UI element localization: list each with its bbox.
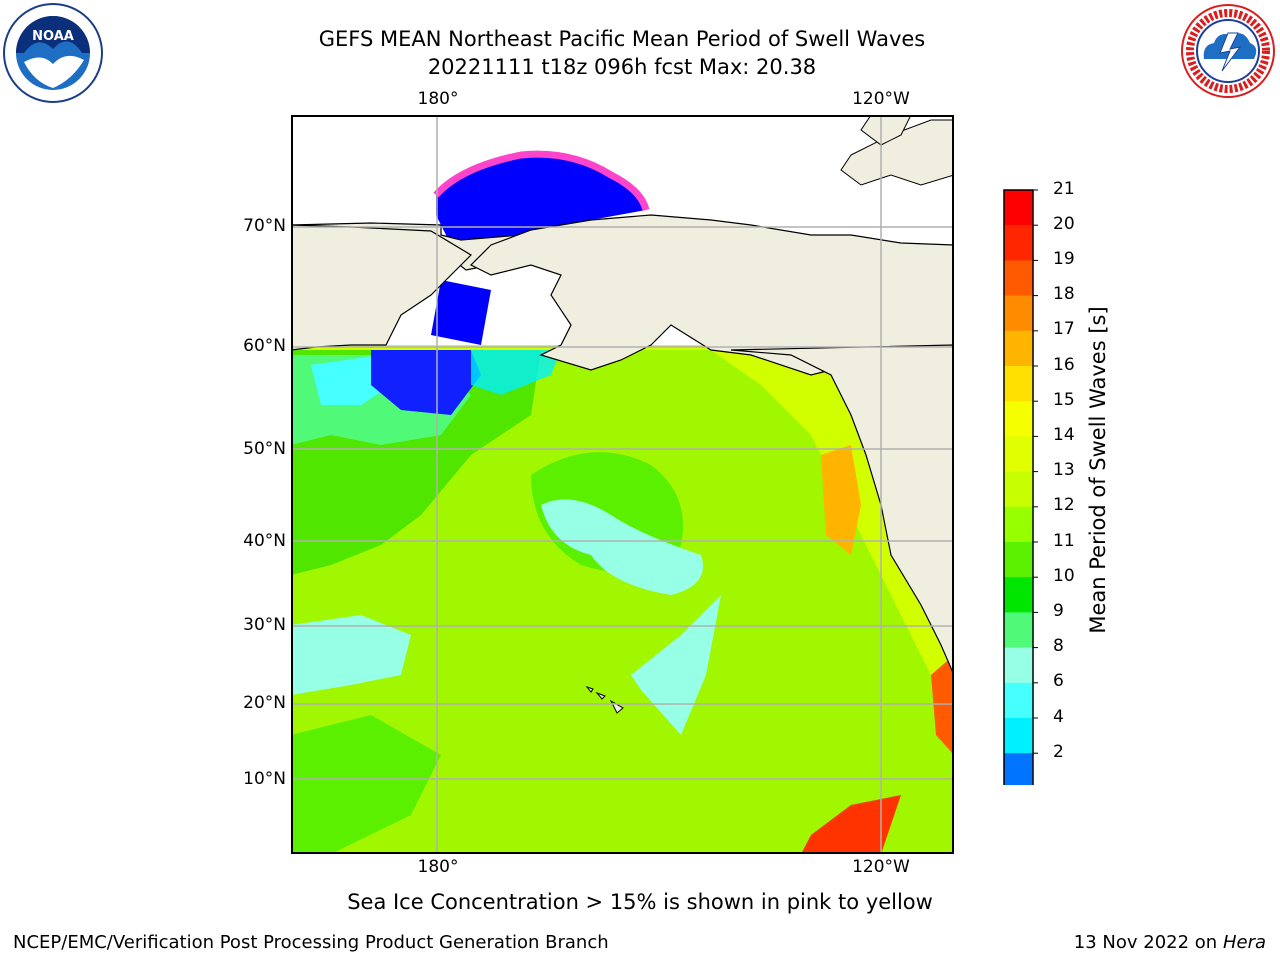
map-panel — [291, 115, 954, 854]
colorbar-segment — [1004, 260, 1033, 297]
lat-label-10n: 10°N — [243, 769, 286, 789]
footer-machine: Hera — [1222, 932, 1266, 953]
colorbar-segment — [1004, 471, 1033, 508]
colorbar-segment — [1004, 577, 1033, 613]
lat-label-20n: 20°N — [243, 693, 286, 713]
swell-region-orange-east — [821, 445, 861, 555]
colorbar-tick: 9 — [1053, 601, 1064, 621]
colorbar-segment — [1004, 506, 1033, 543]
sea-ice-note: Sea Ice Concentration > 15% is shown in … — [347, 890, 933, 914]
nws-logo — [1181, 4, 1275, 98]
colorbar-tick: 10 — [1053, 566, 1075, 586]
colorbar — [1003, 189, 1038, 785]
footer-date: 13 Nov 2022 on Hera — [1074, 932, 1266, 953]
chart-title: GEFS MEAN Northeast Pacific Mean Period … — [318, 27, 926, 51]
colorbar-segment — [1004, 436, 1033, 473]
chart-subtitle: 20221111 t18z 096h fcst Max: 20.38 — [427, 55, 817, 79]
footer-date-text: 13 Nov 2022 on — [1073, 932, 1218, 953]
lon-label-bottom-120w: 120°W — [852, 857, 910, 877]
colorbar-tick: 8 — [1053, 636, 1064, 656]
colorbar-segment — [1004, 190, 1033, 226]
colorbar-segment — [1004, 718, 1033, 754]
swell-region-red-east — [931, 655, 954, 755]
colorbar-frame — [1003, 189, 1034, 785]
colorbar-tick: 21 — [1053, 179, 1075, 199]
swell-region-aqua-triangle — [631, 595, 721, 735]
lon-label-bottom-180: 180° — [417, 857, 459, 877]
noaa-logo-text: NOAA — [32, 29, 74, 44]
colorbar-segment — [1004, 682, 1033, 719]
colorbar-tick: 16 — [1053, 355, 1075, 375]
colorbar-label: Mean Period of Swell Waves [s] — [1086, 306, 1110, 634]
lon-label-top-120w: 120°W — [852, 89, 910, 109]
colorbar-tick: 15 — [1053, 390, 1075, 410]
colorbar-segment — [1004, 330, 1033, 367]
land-arctic-islands-2 — [860, 115, 912, 146]
colorbar-tick: 18 — [1053, 284, 1075, 304]
colorbar-tick: 6 — [1053, 671, 1064, 691]
arctic-sea-blue — [436, 154, 646, 260]
swell-region-aqua-westcentral — [291, 615, 411, 695]
swell-region-aqua-gulf — [541, 499, 703, 595]
colorbar-tick: 2 — [1053, 742, 1064, 762]
graticule — [291, 115, 954, 854]
colorbar-segment — [1004, 401, 1033, 437]
colorbar-segment — [1004, 647, 1033, 684]
colorbar-segment — [1004, 612, 1033, 649]
bering-blue-north — [431, 280, 491, 345]
noaa-logo: NOAA — [3, 3, 103, 103]
lat-label-70n: 70°N — [243, 216, 286, 236]
colorbar-segment — [1004, 295, 1033, 332]
land-arctic-islands — [840, 119, 954, 186]
swell-region-blue-bering — [371, 350, 481, 415]
lat-label-30n: 30°N — [243, 615, 286, 635]
land-alaska — [469, 214, 954, 386]
lat-label-60n: 60°N — [243, 336, 286, 356]
swell-region-cyan-bering — [471, 350, 561, 395]
colorbar-segment — [1004, 753, 1033, 785]
colorbar-segment — [1004, 542, 1033, 578]
colorbar-segment — [1004, 366, 1033, 402]
colorbar-tick: 17 — [1053, 319, 1075, 339]
footer-credit: NCEP/EMC/Verification Post Processing Pr… — [13, 932, 609, 953]
lat-label-40n: 40°N — [243, 531, 286, 551]
colorbar-tick: 13 — [1053, 460, 1075, 480]
colorbar-tick: 20 — [1053, 214, 1075, 234]
swell-region-green-south — [291, 715, 441, 854]
colorbar-segment — [1004, 225, 1033, 261]
land-north-america — [730, 344, 954, 676]
colorbar-tick: 12 — [1053, 495, 1075, 515]
lon-label-top-180: 180° — [417, 89, 459, 109]
arctic-sea-ice-edge — [433, 150, 650, 212]
hawaii-islands — [585, 685, 624, 714]
colorbar-tick: 4 — [1053, 707, 1064, 727]
swell-region-green — [291, 350, 954, 854]
colorbar-tick: 14 — [1053, 425, 1075, 445]
colorbar-tick: 19 — [1053, 249, 1075, 269]
swell-region-red-southeast — [801, 795, 901, 854]
lat-label-50n: 50°N — [243, 439, 286, 459]
colorbar-tick: 11 — [1053, 531, 1075, 551]
